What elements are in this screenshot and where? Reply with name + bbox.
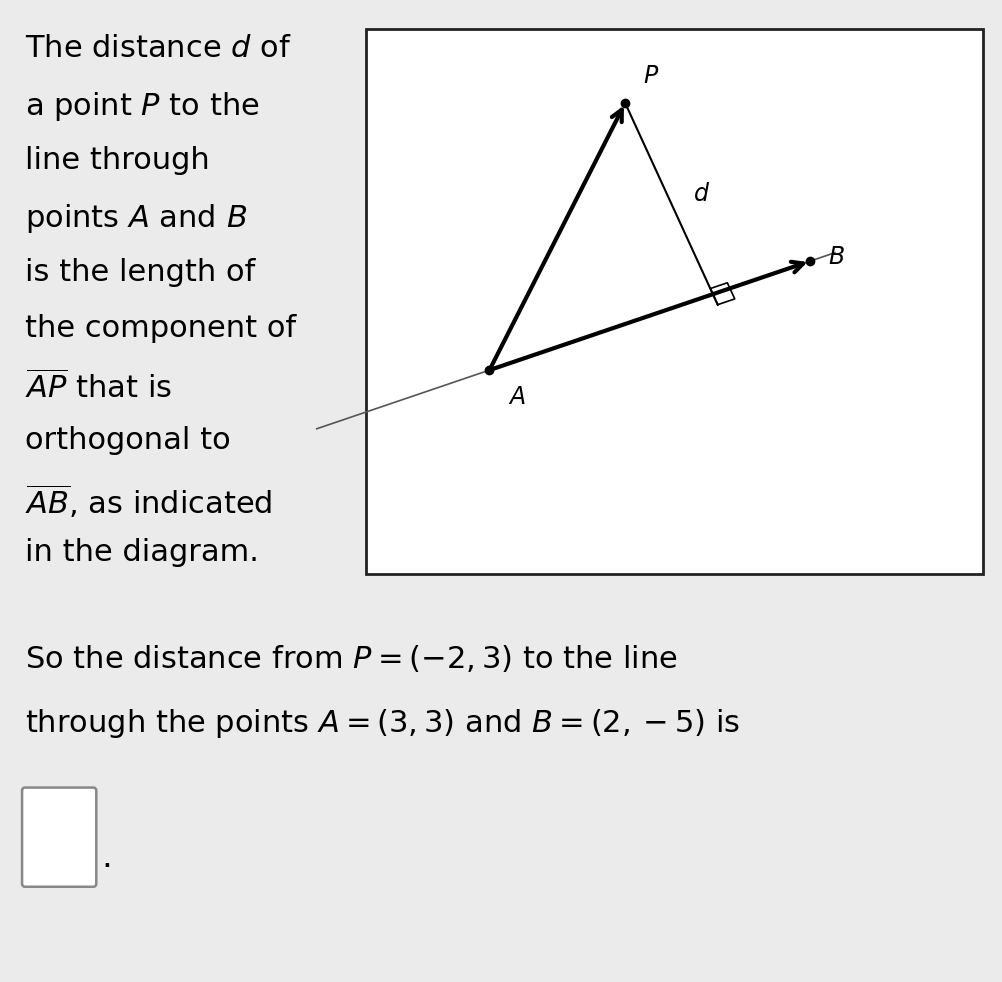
Text: is the length of: is the length of <box>25 258 256 288</box>
Text: $P$: $P$ <box>642 64 658 88</box>
Text: through the points $A = (3, 3)$ and $B = (2, -5)$ is: through the points $A = (3, 3)$ and $B =… <box>25 707 739 740</box>
Text: a point $P$ to the: a point $P$ to the <box>25 90 260 124</box>
Text: .: . <box>101 841 112 874</box>
Text: The distance $d$ of: The distance $d$ of <box>25 34 292 64</box>
Text: in the diagram.: in the diagram. <box>25 538 259 568</box>
Text: the component of: the component of <box>25 314 296 344</box>
Text: $\overline{AP}$ that is: $\overline{AP}$ that is <box>25 370 172 405</box>
Text: $d$: $d$ <box>692 182 709 206</box>
Text: points $A$ and $B$: points $A$ and $B$ <box>25 202 246 236</box>
Text: $B$: $B$ <box>828 246 845 269</box>
Text: $\overline{AB}$, as indicated: $\overline{AB}$, as indicated <box>25 482 273 519</box>
Text: So the distance from $P = (-2, 3)$ to the line: So the distance from $P = (-2, 3)$ to th… <box>25 643 677 675</box>
Text: $A$: $A$ <box>507 385 525 409</box>
FancyBboxPatch shape <box>22 788 96 887</box>
FancyBboxPatch shape <box>366 29 982 574</box>
Text: line through: line through <box>25 146 209 176</box>
Text: orthogonal to: orthogonal to <box>25 426 230 456</box>
